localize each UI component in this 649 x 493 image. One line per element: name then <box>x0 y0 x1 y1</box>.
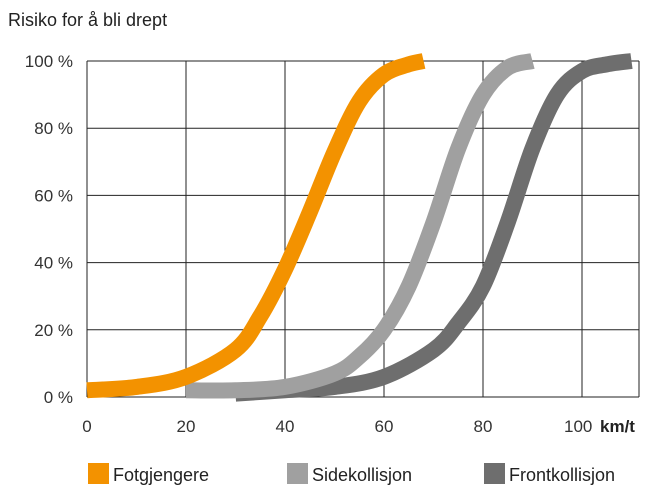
x-unit-label: km/t <box>600 417 635 436</box>
legend-swatch <box>484 463 505 484</box>
y-tick-label: 80 % <box>34 119 73 138</box>
y-tick-label: 60 % <box>34 186 73 205</box>
legend-item: Fotgjengere <box>88 463 209 485</box>
series-lines <box>86 53 633 402</box>
y-tick-label: 40 % <box>34 254 73 273</box>
series-line-frontkollisjon <box>234 53 633 402</box>
grid <box>86 60 640 398</box>
y-axis-ticks: 0 % 20 % 40 % 60 % 80 % 100 % <box>25 52 73 407</box>
legend-swatch <box>287 463 308 484</box>
x-tick-label: 100 <box>564 417 592 436</box>
legend-label: Frontkollisjon <box>509 465 615 485</box>
x-tick-label: 80 <box>474 417 493 436</box>
legend-item: Frontkollisjon <box>484 463 615 485</box>
series-line-fotgjengere <box>86 53 426 399</box>
x-tick-label: 40 <box>276 417 295 436</box>
legend-label: Fotgjengere <box>113 465 209 485</box>
y-tick-label: 100 % <box>25 52 73 71</box>
series-line-sidekollisjon <box>185 53 535 399</box>
chart-title: Risiko for å bli drept <box>8 10 167 30</box>
legend-item: Sidekollisjon <box>287 463 412 485</box>
legend-label: Sidekollisjon <box>312 465 412 485</box>
x-tick-label: 0 <box>82 417 91 436</box>
x-tick-label: 20 <box>177 417 196 436</box>
x-tick-label: 60 <box>375 417 394 436</box>
y-tick-label: 0 % <box>44 388 73 407</box>
x-axis-ticks: 0 20 40 60 80 100 km/t <box>82 417 635 436</box>
legend: Fotgjengere Sidekollisjon Frontkollisjon <box>88 463 615 485</box>
y-tick-label: 20 % <box>34 321 73 340</box>
legend-swatch <box>88 463 109 484</box>
